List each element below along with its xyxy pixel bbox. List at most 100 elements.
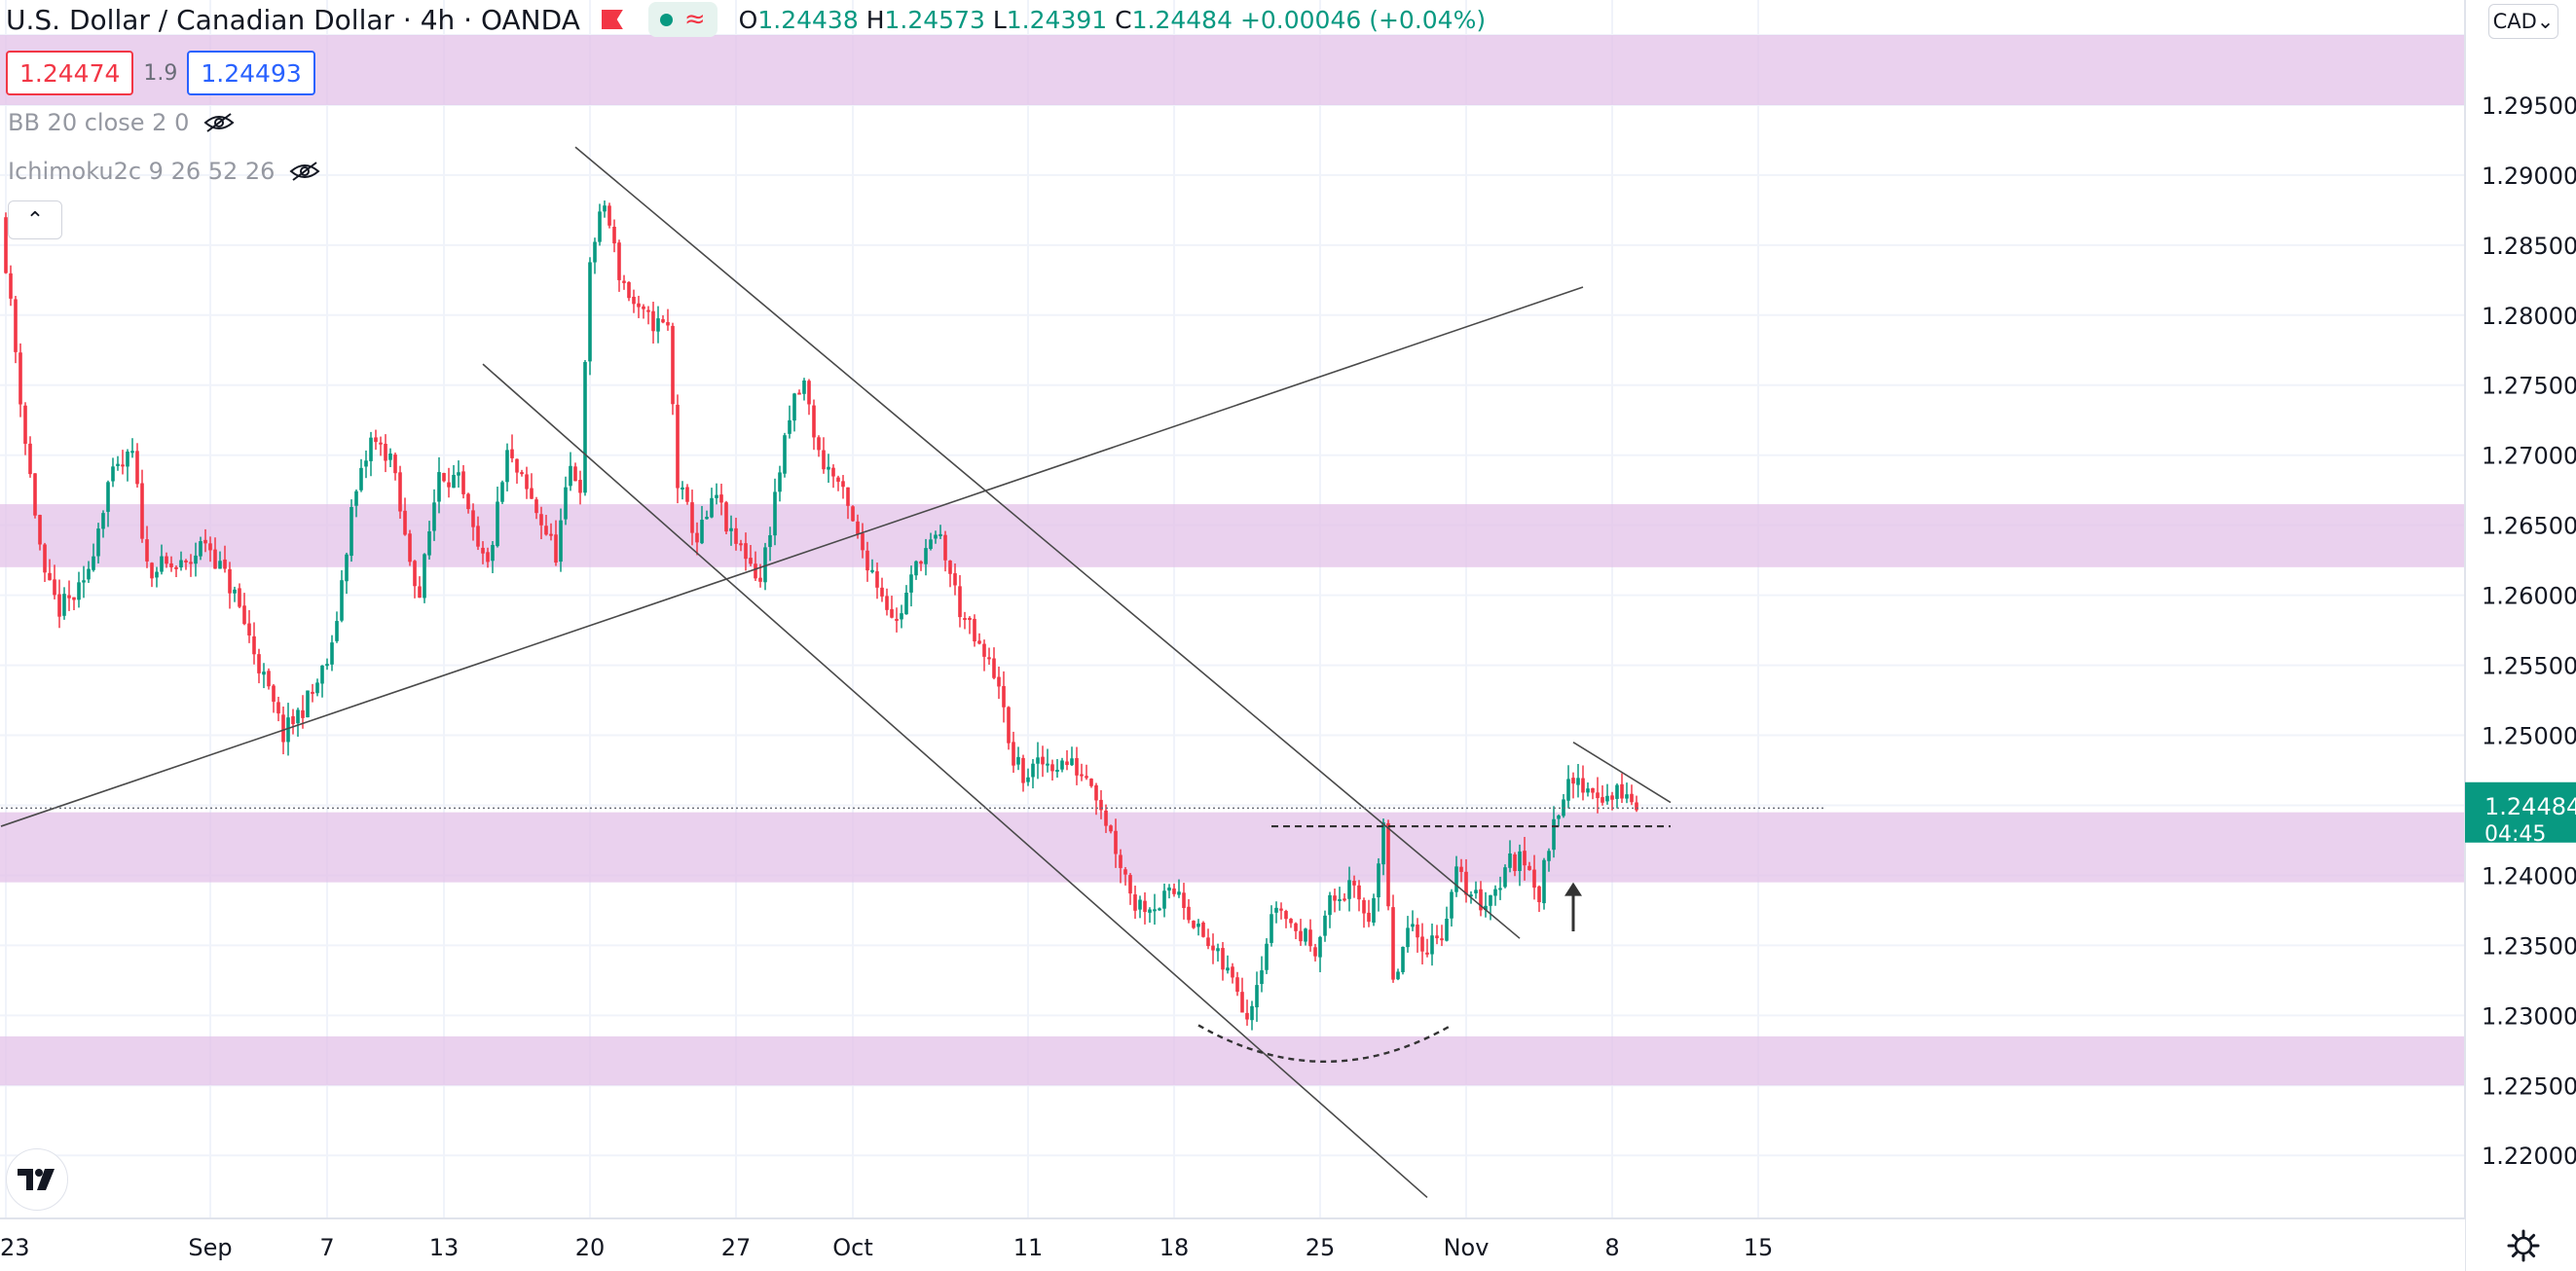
candle-body [500, 482, 504, 502]
candle-body [1055, 769, 1059, 772]
trend-line [482, 363, 1428, 1199]
price-axis-background [2465, 0, 2576, 1271]
candle-body [1547, 851, 1551, 861]
candle-body [179, 560, 183, 568]
candle-body [1576, 778, 1580, 785]
candle-body [734, 527, 738, 544]
candle-body [914, 561, 918, 576]
candle-body [48, 572, 52, 581]
candle-body [1177, 891, 1181, 895]
price-tick-label: 1.23000 [2482, 1002, 2576, 1030]
candle-body [520, 472, 524, 475]
candle-body [1162, 890, 1166, 909]
candle-body [1226, 967, 1230, 971]
eye-off-icon[interactable] [288, 161, 321, 182]
candle-body [549, 533, 553, 536]
candle-body [1357, 885, 1361, 900]
low-value: 1.24391 [1006, 5, 1108, 34]
candle-body [1196, 924, 1200, 927]
candle-body [1630, 793, 1634, 803]
candle-body [1187, 906, 1191, 921]
candle-body [1420, 936, 1424, 952]
candle-body [23, 405, 27, 445]
candle-body [598, 211, 602, 242]
candle-body [1114, 830, 1118, 854]
candle-body [208, 543, 212, 551]
candle-body [1119, 854, 1122, 868]
candle-body [612, 227, 616, 244]
candle-body [792, 393, 796, 421]
market-status-pill[interactable]: ≈ [647, 2, 718, 37]
candle-body [1245, 1012, 1249, 1020]
last-price-value: 1.24484 [2484, 793, 2576, 820]
candle-body [291, 716, 295, 725]
candle-body [778, 472, 782, 492]
candle-body [1386, 822, 1390, 907]
candle-body [690, 502, 694, 533]
candle-body [145, 539, 149, 562]
candle-body [1153, 909, 1157, 912]
candle-body [530, 488, 534, 499]
candle-body [676, 404, 680, 489]
candle-body [442, 473, 446, 482]
candle-body [43, 544, 47, 573]
candle-body [715, 494, 718, 498]
candle-body [413, 561, 417, 587]
candle-body [1143, 900, 1147, 913]
candle-body [807, 381, 811, 405]
indicator-bb[interactable]: BB 20 close 2 0 [8, 109, 236, 136]
candle-body [510, 449, 514, 458]
sell-price-button[interactable]: 1.24474 [6, 51, 134, 95]
last-price-tag [2465, 781, 2576, 843]
candle-body [1391, 907, 1395, 980]
candle-body [1235, 977, 1239, 992]
candle-body [948, 561, 952, 574]
tradingview-logo[interactable] [6, 1148, 68, 1211]
candle-body [758, 577, 762, 582]
candle-body [607, 205, 611, 226]
candle-body [1167, 887, 1171, 891]
candle-body [505, 450, 509, 483]
candle-body [1080, 774, 1084, 777]
candle-body [199, 541, 202, 557]
candle-body [1552, 818, 1556, 851]
time-axis[interactable]: 23 Sep 7 13 20 27 Oct 11 18 25 Nov 8 15 [0, 1217, 2465, 1271]
candle-body [364, 460, 368, 467]
candle-body [1036, 757, 1040, 764]
candle-body [1435, 935, 1439, 939]
candle-body [1635, 802, 1638, 811]
candle-body [4, 217, 8, 273]
candle-body [846, 487, 850, 506]
buy-price-button[interactable]: 1.24493 [187, 51, 315, 95]
candle-body [827, 466, 830, 470]
chart-header: U.S. Dollar / Canadian Dollar · 4h · OAN… [0, 0, 1486, 39]
symbol-title[interactable]: U.S. Dollar / Canadian Dollar · 4h · OAN… [6, 3, 580, 36]
currency-selector[interactable]: CAD ⌄ [2488, 4, 2558, 39]
gear-icon[interactable] [2506, 1228, 2541, 1263]
candle-body [1075, 757, 1079, 776]
candle-body [544, 526, 548, 535]
price-tick-label: 1.27000 [2482, 443, 2576, 470]
candle-body [62, 594, 66, 616]
candle-body [374, 437, 378, 443]
candle-body [1372, 897, 1376, 924]
candle-body [96, 528, 100, 557]
candle-body [1596, 792, 1600, 799]
eye-off-icon[interactable] [202, 112, 236, 133]
drawing-lines [0, 146, 1826, 1199]
market-open-dot-icon [659, 13, 673, 26]
price-axis[interactable]: 1.29500 1.29000 1.28500 1.28000 1.27500 1.270… [2464, 0, 2576, 1271]
candle-body [311, 691, 314, 694]
collapse-legend-button[interactable]: ⌃ [8, 200, 62, 239]
candle-body [671, 325, 675, 405]
candle-body [1601, 797, 1604, 803]
candle-body [1089, 779, 1093, 786]
candle-body [856, 521, 860, 535]
candle-body [1425, 952, 1429, 955]
candle-body [861, 533, 865, 551]
candle-body [262, 672, 266, 675]
indicator-ichimoku[interactable]: Ichimoku2c 9 26 52 26 [8, 158, 321, 185]
support-resistance-zones [0, 34, 2465, 1086]
flag-icon[interactable] [601, 10, 623, 29]
